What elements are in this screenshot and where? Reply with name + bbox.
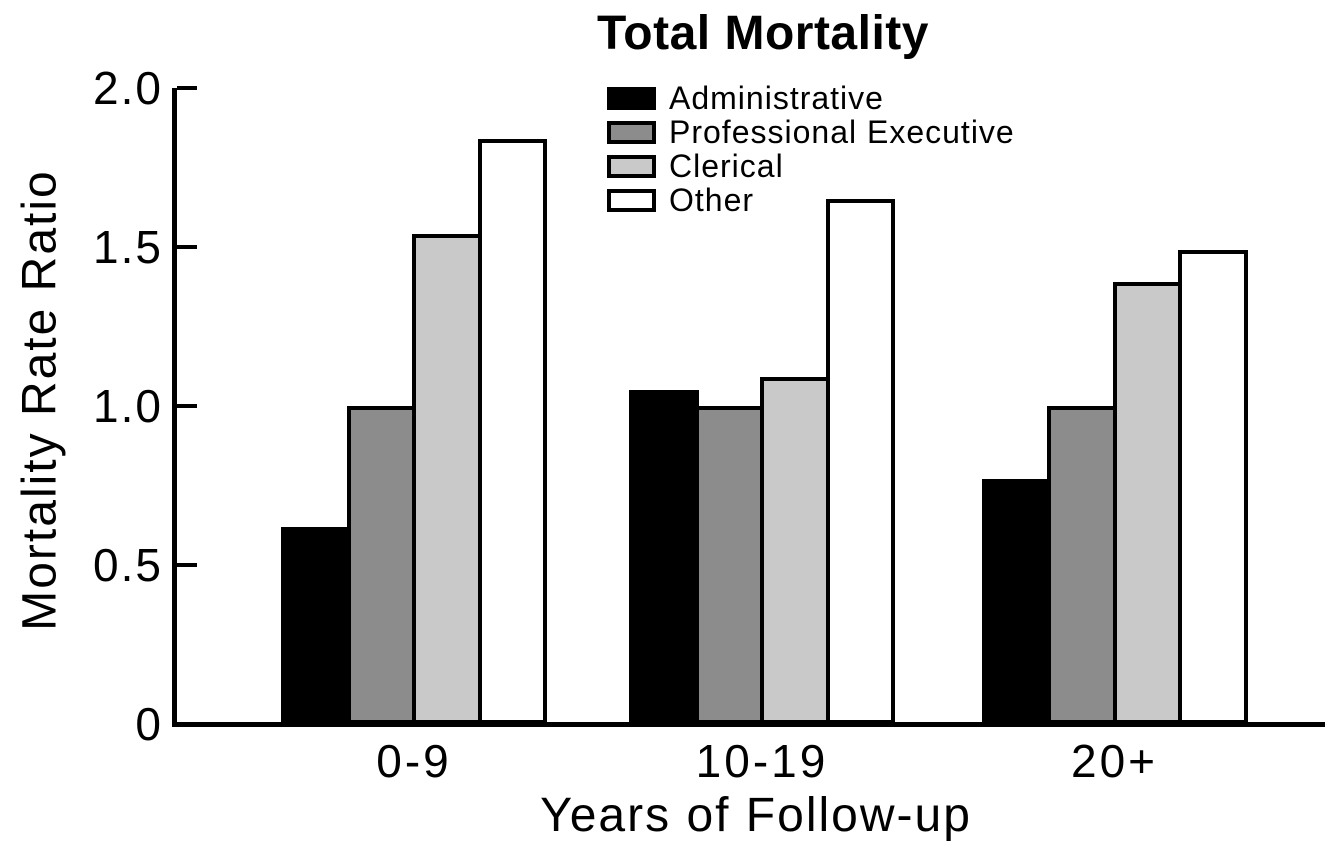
bar-other-20- bbox=[1178, 250, 1248, 724]
legend-label-professional-executive: Professional Executive bbox=[669, 114, 1015, 150]
bar-administrative-10-19 bbox=[629, 390, 699, 724]
y-axis-line bbox=[172, 88, 177, 727]
y-tick-label-1.0: 1.0 bbox=[93, 380, 163, 432]
y-tick-0.5 bbox=[177, 563, 197, 567]
bar-professional-executive-0-9 bbox=[346, 406, 416, 724]
legend-row-other: Other bbox=[607, 182, 1015, 218]
legend-swatch-professional-executive bbox=[607, 121, 656, 144]
bar-other-10-19 bbox=[825, 199, 895, 724]
y-tick-label-0.5: 0.5 bbox=[93, 539, 163, 591]
x-axis-label: Years of Follow-up bbox=[540, 789, 972, 842]
legend-label-administrative: Administrative bbox=[669, 80, 884, 116]
y-tick-label-1.5: 1.5 bbox=[93, 221, 163, 273]
x-axis-line bbox=[172, 722, 1325, 727]
bar-administrative-0-9 bbox=[281, 527, 351, 724]
bar-clerical-20- bbox=[1112, 282, 1182, 724]
bar-professional-executive-20- bbox=[1047, 406, 1117, 724]
bar-clerical-10-19 bbox=[760, 377, 830, 724]
legend-row-professional-executive: Professional Executive bbox=[607, 114, 1015, 150]
bar-clerical-0-9 bbox=[412, 234, 482, 724]
legend-swatch-clerical bbox=[607, 155, 656, 178]
legend-swatch-administrative bbox=[607, 87, 656, 110]
x-category-label-0-9: 0-9 bbox=[376, 735, 452, 787]
y-tick-1.0 bbox=[177, 404, 197, 408]
chart-title: Total Mortality bbox=[597, 7, 929, 60]
y-tick-label-2.0: 2.0 bbox=[93, 62, 163, 114]
legend: Administrative Professional Executive Cler… bbox=[607, 80, 1015, 223]
legend-label-other: Other bbox=[669, 182, 755, 218]
x-category-label-20-: 20+ bbox=[1070, 735, 1159, 787]
legend-swatch-other bbox=[607, 189, 656, 212]
legend-row-administrative: Administrative bbox=[607, 80, 1015, 116]
x-category-label-10-19: 10-19 bbox=[695, 735, 829, 787]
y-tick-label-0: 0 bbox=[135, 698, 163, 750]
bar-other-0-9 bbox=[477, 139, 547, 724]
bar-administrative-20- bbox=[981, 479, 1051, 724]
y-tick-1.5 bbox=[177, 245, 197, 249]
y-tick-2.0 bbox=[177, 86, 197, 90]
bar-professional-executive-10-19 bbox=[694, 406, 764, 724]
legend-row-clerical: Clerical bbox=[607, 148, 1015, 184]
legend-label-clerical: Clerical bbox=[669, 148, 784, 184]
plot-area bbox=[174, 88, 1325, 724]
